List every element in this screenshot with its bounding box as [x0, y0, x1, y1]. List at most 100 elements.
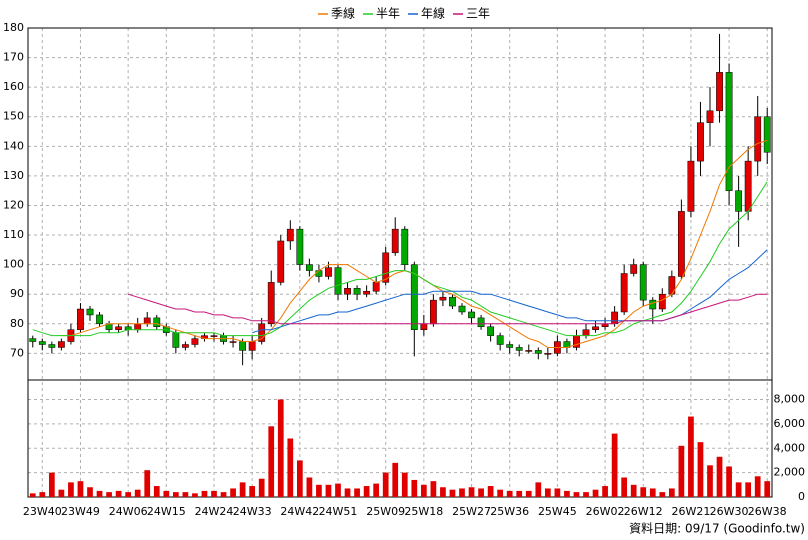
legend-label: 三年: [466, 7, 490, 21]
candle-body: [429, 299, 437, 325]
volume-bar: [306, 477, 313, 497]
volume-bar: [48, 472, 55, 497]
candle-body: [372, 282, 380, 292]
x-tick-label: 25W36: [490, 505, 529, 518]
x-tick-label: 24W06: [109, 505, 148, 518]
y-tick-label: 2,000: [774, 466, 806, 479]
volume-bar: [268, 426, 275, 497]
candle-body: [239, 341, 247, 351]
volume-bar: [201, 490, 208, 497]
candle-body: [639, 264, 647, 301]
volume-bar: [163, 490, 170, 497]
x-tick-label: 23W49: [61, 505, 100, 518]
y-tick-label: 120: [3, 198, 24, 211]
candle-body: [449, 296, 456, 307]
x-tick-label: 25W09: [366, 505, 405, 518]
candle-body: [229, 341, 237, 343]
volume-bar: [96, 490, 103, 497]
candle-body: [210, 335, 218, 337]
candle-body: [86, 308, 94, 316]
volume-bar: [659, 492, 666, 497]
candle-body: [515, 347, 523, 351]
candle-body: [611, 311, 619, 325]
volume-bar: [287, 438, 294, 497]
candle-body: [487, 326, 495, 336]
volume-bar: [258, 478, 265, 497]
volume-bar: [230, 488, 236, 497]
candle-body: [305, 264, 313, 271]
candle-body: [153, 317, 161, 328]
volume-bar: [611, 433, 618, 497]
volume-bar: [77, 481, 84, 497]
candle-body: [754, 116, 762, 162]
volume-bar: [544, 488, 551, 497]
volume-bar: [68, 482, 74, 497]
candle-body: [115, 326, 123, 330]
candle-body: [391, 228, 399, 254]
candle-body: [687, 160, 695, 212]
candle-body: [325, 267, 332, 277]
volume-bar: [354, 488, 360, 497]
volume-bar: [487, 486, 494, 497]
y-tick-label: 170: [3, 51, 24, 64]
candle-body: [382, 252, 390, 283]
volume-bar: [144, 470, 151, 497]
volume-bar: [716, 456, 723, 497]
volume-bar: [668, 488, 675, 497]
y-tick-label: 4,000: [774, 441, 806, 454]
volume-bar: [344, 488, 351, 497]
x-tick-label: 24W42: [280, 505, 319, 518]
volume-bar: [182, 492, 189, 497]
candle-body: [181, 344, 189, 348]
volume-bar: [678, 445, 685, 497]
volume-bar: [735, 482, 742, 497]
candle-body: [496, 335, 504, 345]
volume-bar: [440, 487, 446, 497]
candle-body: [248, 341, 256, 351]
candle-body: [267, 282, 275, 325]
volume-bar: [401, 472, 408, 497]
x-tick-label: 23W40: [23, 505, 62, 518]
y-tick-label: 80: [10, 317, 24, 330]
y-tick-label: 140: [3, 139, 24, 152]
x-tick-label: 24W51: [319, 505, 358, 518]
candle-body: [38, 341, 46, 345]
y-tick-label: 70: [10, 346, 24, 359]
candle-body: [191, 338, 199, 345]
volume-bar: [707, 465, 713, 497]
candle-body: [677, 211, 685, 277]
candle-body: [57, 341, 65, 348]
volume-bar: [621, 477, 628, 497]
volume-bar: [172, 492, 179, 497]
volume-bar: [449, 489, 456, 497]
volume-bar: [87, 487, 93, 497]
candle-body: [582, 329, 590, 336]
volume-bar: [239, 482, 246, 497]
candle-body: [134, 323, 142, 330]
volume-bar: [249, 486, 256, 497]
volume-bar: [125, 492, 132, 497]
y-tick-label: 6,000: [774, 417, 806, 430]
volume-bar: [468, 487, 475, 497]
candle-body: [439, 296, 447, 301]
volume-bar: [459, 488, 465, 497]
candle-body: [544, 353, 552, 355]
plot-frame: [27, 27, 773, 498]
candle-body: [334, 267, 342, 295]
x-tick-label: 26W38: [748, 505, 787, 518]
candle-body: [716, 72, 723, 112]
candle-body: [363, 291, 371, 295]
candle-body: [744, 160, 752, 212]
candle-body: [477, 317, 485, 328]
candle-body: [649, 299, 657, 310]
candle-body: [725, 72, 733, 191]
y-tick-label: 110: [3, 228, 24, 241]
candle-body: [143, 317, 151, 325]
candle-body: [96, 314, 103, 325]
y-tick-label: 160: [3, 80, 24, 93]
x-tick-label: 26W30: [710, 505, 749, 518]
x-tick-label: 26W21: [671, 505, 710, 518]
volume-bar: [649, 488, 656, 497]
x-tick-label: 25W18: [404, 505, 443, 518]
volume-bar: [726, 466, 732, 497]
